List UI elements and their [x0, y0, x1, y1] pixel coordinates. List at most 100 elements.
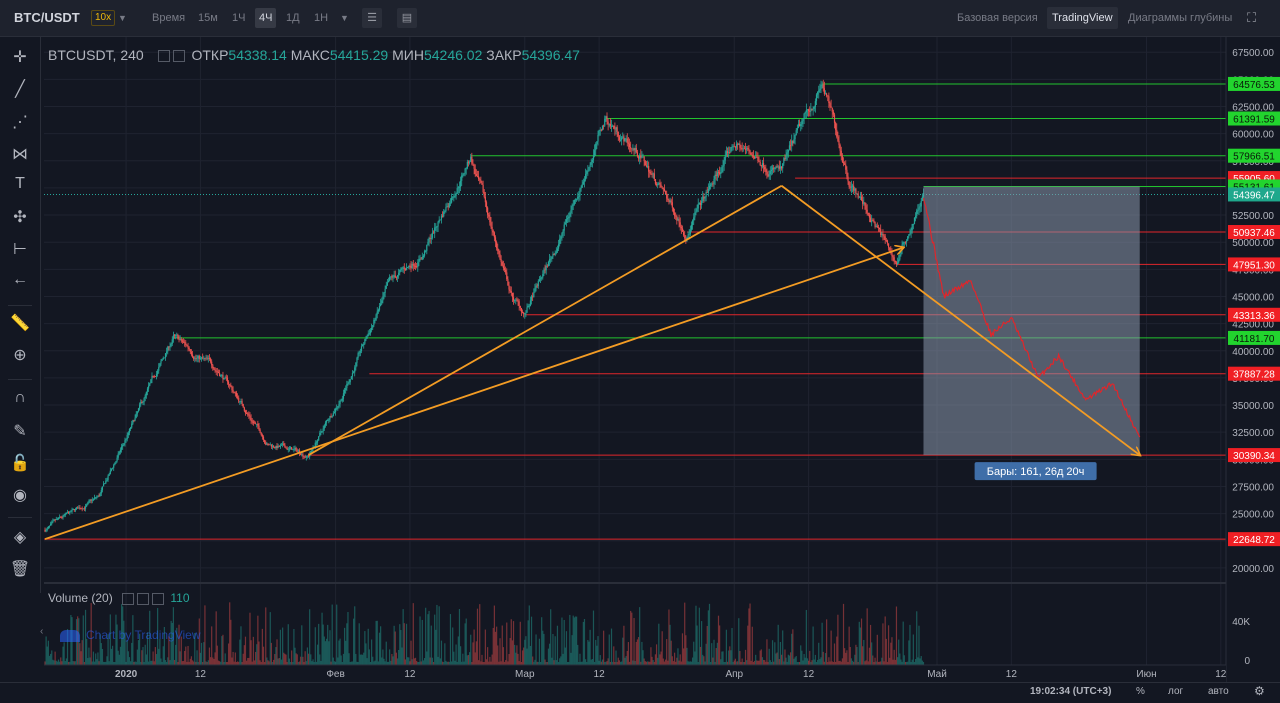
trendline-tool-icon[interactable]: ╱	[15, 81, 25, 98]
volume-label[interactable]: Volume (20)	[48, 591, 113, 605]
timeframe-1d[interactable]: 1Д	[286, 12, 300, 24]
settings-icon[interactable]	[157, 50, 170, 63]
candle-body	[250, 417, 252, 421]
candle-body	[711, 183, 713, 185]
volume-bar	[74, 661, 77, 665]
candle-body	[400, 268, 402, 271]
volume-bar	[758, 660, 760, 665]
chart-layout-icon[interactable]: ▤	[397, 8, 417, 28]
candle-body	[692, 220, 694, 225]
draw-lock-icon[interactable]: ✎	[13, 423, 27, 440]
log-toggle[interactable]: лог	[1168, 686, 1184, 697]
basic-version-button[interactable]: Базовая версия	[957, 12, 1038, 24]
volume-close-icon[interactable]	[152, 592, 165, 605]
volume-bar	[663, 661, 666, 665]
volume-hide-icon[interactable]	[137, 592, 150, 605]
candle-body	[644, 161, 646, 166]
candle-body	[275, 446, 277, 449]
volume-bar	[356, 661, 358, 665]
pattern-tool-icon[interactable]: ⋈	[12, 146, 28, 163]
layers-icon[interactable]: ◈	[13, 529, 27, 546]
fib-tool-icon[interactable]: ⋰	[12, 114, 28, 131]
fullscreen-icon[interactable]: ⛶	[1247, 10, 1257, 25]
drawing-toolbar: ✛ ╱ ⋰ ⋈ T ✣ ⊢ ← 📏 ⊕ ∩ ✎ 🔓 ◉ ◈ 🗑	[0, 37, 41, 593]
measure-tool-icon[interactable]: ⊢	[13, 241, 27, 258]
volume-bar	[797, 661, 800, 665]
candle-body	[770, 169, 773, 172]
eye-icon[interactable]: ◉	[13, 487, 27, 504]
volume-bar	[791, 633, 793, 665]
volume-bar	[877, 661, 880, 665]
tradingview-watermark[interactable]: Chart by TradingView	[60, 628, 201, 642]
symbol-title[interactable]: BTC/USDT	[14, 10, 80, 25]
settings-gear-icon[interactable]: ⚙	[1254, 684, 1265, 698]
candle-body	[366, 336, 368, 339]
candle-body	[355, 362, 357, 368]
candle-body	[585, 173, 587, 180]
text-tool-icon[interactable]: T	[15, 175, 25, 192]
measure-label: Бары: 161, 26д 20ч	[987, 466, 1085, 478]
candle-body	[232, 390, 234, 392]
timeframe-1h[interactable]: 1Ч	[232, 12, 246, 24]
volume-bar	[693, 641, 695, 665]
time-button[interactable]: Время	[152, 12, 186, 24]
magnet-icon[interactable]: ∩	[14, 389, 26, 406]
candle-body	[251, 420, 253, 422]
volume-bar	[467, 654, 470, 665]
candle-body	[297, 450, 300, 452]
timeframe-4h[interactable]: 4Ч	[255, 8, 277, 28]
volume-bar	[92, 651, 95, 665]
volume-settings-icon[interactable]	[122, 592, 135, 605]
candle-body	[187, 345, 189, 348]
candle-body	[616, 127, 618, 132]
trash-icon[interactable]: 🗑	[9, 561, 31, 578]
indicators-settings-icon[interactable]: ☰	[362, 8, 382, 28]
candle-body	[866, 209, 868, 213]
timeframe-15m[interactable]: 15м	[198, 12, 218, 24]
zoom-icon[interactable]: ⊕	[13, 347, 27, 364]
ruler-icon[interactable]: 📏	[10, 315, 30, 332]
collapse-chevron-icon[interactable]: ‹	[40, 626, 44, 637]
candle-body	[893, 257, 895, 261]
chevron-down-icon[interactable]: ▼	[118, 13, 127, 23]
volume-bar	[726, 661, 729, 665]
candle-body	[459, 180, 462, 187]
back-arrow-icon[interactable]: ←	[12, 271, 28, 288]
ticker-label[interactable]: BTCUSDT, 240	[48, 47, 144, 63]
candle-body	[551, 256, 553, 259]
volume-bar	[104, 661, 106, 665]
candle-body	[102, 483, 105, 487]
candle-body	[342, 393, 345, 399]
candle-body	[450, 197, 453, 203]
more-timeframes-chevron-icon[interactable]: ▼	[340, 13, 349, 23]
candle-body	[865, 205, 867, 210]
candle-body	[233, 391, 235, 393]
volume-bar	[296, 654, 298, 665]
candle-body	[294, 447, 296, 450]
auto-toggle[interactable]: авто	[1208, 686, 1229, 697]
candle-body	[636, 152, 639, 157]
crosshair-icon[interactable]: ✛	[13, 49, 27, 66]
candle-body	[850, 186, 853, 188]
candle-body	[587, 170, 589, 172]
shapes-tool-icon[interactable]: ✣	[13, 209, 27, 226]
close-icon[interactable]	[172, 50, 185, 63]
percent-toggle[interactable]: %	[1136, 686, 1145, 697]
volume-tick-label: 40K	[1232, 617, 1250, 628]
depth-chart-button[interactable]: Диаграммы глубины	[1128, 12, 1233, 24]
tradingview-button[interactable]: TradingView	[1047, 7, 1118, 29]
candle-body	[704, 197, 706, 199]
volume-bar	[891, 637, 893, 665]
volume-bar	[687, 661, 689, 665]
candle-body	[129, 427, 132, 430]
volume-bar	[64, 661, 66, 665]
unlock-icon[interactable]: 🔓	[10, 455, 30, 472]
candle-body	[110, 468, 113, 471]
candle-body	[749, 150, 751, 153]
timeframe-1w[interactable]: 1Н	[314, 12, 329, 24]
candle-body	[760, 165, 762, 167]
candle-body	[118, 452, 120, 454]
candle-body	[782, 163, 784, 169]
volume-bar	[106, 656, 108, 665]
